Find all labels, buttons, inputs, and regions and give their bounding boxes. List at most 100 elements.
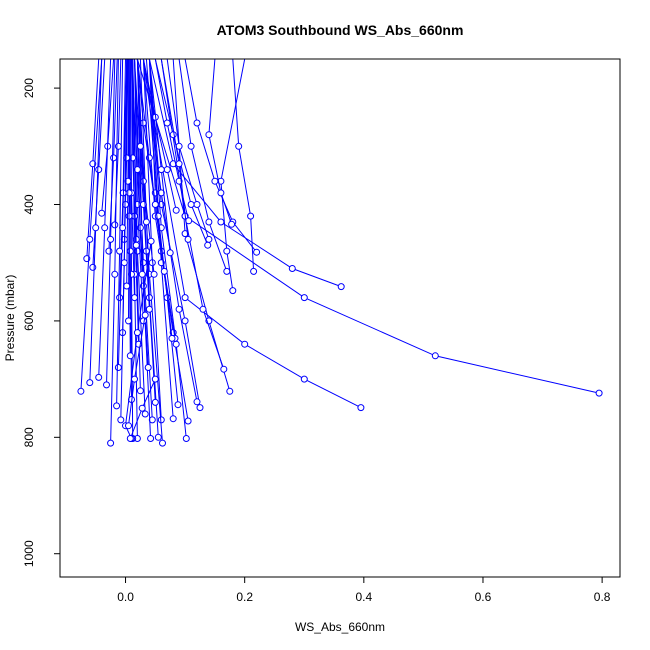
data-point (217, 177, 225, 185)
data-point (111, 221, 119, 229)
x-axis: 0.0 0.2 0.4 0.6 0.8 (117, 576, 611, 604)
series-line (154, 59, 209, 246)
chart-title: ATOM3 Southbound WS_Abs_660nm (217, 22, 464, 38)
data-point (138, 270, 146, 278)
data-point (105, 247, 113, 255)
data-point (132, 241, 140, 249)
series-line (142, 59, 177, 211)
data-point (228, 220, 236, 228)
profile-series-50 (117, 59, 128, 424)
profile-series-2 (148, 59, 345, 291)
data-point (163, 119, 171, 127)
profile-series-21 (148, 59, 177, 423)
data-point (159, 439, 166, 447)
data-point (205, 218, 213, 226)
profile-series-11 (154, 59, 212, 249)
data-point (220, 365, 228, 373)
data-point (300, 294, 308, 302)
data-point (145, 305, 153, 313)
x-tick-label: 0.8 (594, 590, 611, 604)
data-point (136, 387, 144, 395)
profile-series-18 (142, 59, 180, 214)
data-point (111, 270, 119, 278)
data-point (142, 218, 150, 226)
profile-series-65 (125, 311, 149, 430)
profile-series-0 (136, 59, 603, 397)
profile-series-1 (142, 59, 365, 412)
data-point (126, 435, 134, 442)
data-point (126, 247, 134, 255)
data-point (116, 247, 124, 255)
data-point (181, 317, 189, 325)
profile-series-57 (103, 59, 116, 389)
data-point (123, 282, 131, 290)
series-line (178, 59, 228, 272)
data-point (172, 206, 180, 214)
data-point (126, 352, 134, 360)
profile-series-17 (160, 59, 192, 243)
profile-series-47 (123, 59, 132, 290)
data-point (229, 287, 237, 295)
y-tick-label: 800 (22, 427, 36, 447)
data-point (223, 247, 231, 255)
data-point (125, 422, 132, 430)
data-point (235, 142, 243, 150)
data-point (241, 340, 249, 348)
data-point (288, 265, 296, 272)
profile-series-59 (95, 59, 112, 381)
data-point (151, 375, 159, 383)
data-point (136, 142, 144, 150)
data-point (175, 305, 183, 313)
data-point (98, 209, 106, 217)
data-point (110, 154, 118, 162)
profile-series-6 (205, 59, 236, 228)
series-line (166, 59, 210, 240)
x-tick-label: 0.6 (475, 590, 492, 604)
data-point (184, 235, 192, 243)
plot-area (77, 59, 603, 447)
data-point (253, 248, 261, 256)
y-axis: 200 400 600 800 1000 (22, 78, 61, 567)
data-point (157, 166, 165, 174)
data-point (175, 160, 183, 168)
data-point (595, 389, 603, 397)
data-point (120, 259, 128, 267)
profile-series-12 (148, 59, 204, 412)
data-point (150, 270, 158, 278)
data-point (193, 119, 201, 127)
data-point (117, 416, 125, 424)
data-point (187, 142, 195, 150)
data-point (107, 439, 115, 447)
data-point (431, 352, 439, 360)
data-point (193, 398, 201, 406)
data-point (119, 224, 127, 232)
data-point (147, 237, 155, 245)
data-point (226, 387, 234, 395)
data-point (184, 417, 192, 425)
data-point (168, 334, 176, 342)
data-point (223, 267, 231, 275)
profile-series-22 (148, 59, 174, 257)
data-point (95, 166, 103, 174)
x-tick-label: 0.0 (117, 590, 134, 604)
y-tick-label: 1000 (22, 540, 36, 567)
profile-series-8 (178, 59, 231, 275)
data-point (131, 375, 138, 383)
series-line (220, 59, 246, 291)
profile-series-32 (134, 59, 153, 313)
profile-series-66 (126, 375, 159, 442)
x-axis-label: WS_Abs_660nm (295, 620, 385, 634)
data-point (113, 402, 121, 410)
data-point (151, 398, 159, 406)
data-point (160, 267, 168, 275)
data-point (141, 410, 149, 418)
profile-series-3 (184, 59, 261, 256)
data-point (357, 404, 365, 412)
profile-series-53 (113, 59, 124, 410)
data-point (205, 235, 213, 243)
data-point (250, 267, 258, 275)
series-line (148, 59, 187, 439)
data-point (300, 375, 308, 383)
y-tick-label: 200 (22, 78, 36, 98)
